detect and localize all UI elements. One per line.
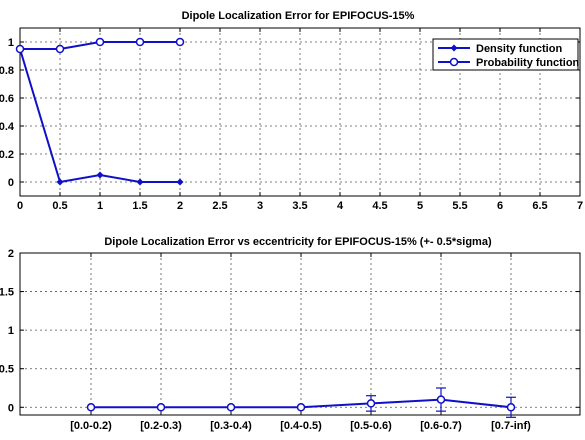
x-tick-label: 0 [17, 200, 23, 212]
x-tick-label: 5 [417, 200, 423, 212]
x-tick-label: [0.5-0.6) [350, 420, 392, 432]
x-tick-label: 1 [97, 200, 103, 212]
chart-title: Dipole Localization Error vs eccentricit… [104, 236, 492, 248]
data-point-probability [135, 37, 145, 47]
legend-label-density: Density function [476, 43, 562, 55]
data-point [366, 399, 376, 408]
data-point-probability [95, 37, 105, 47]
x-tick-label: [0.3-0.4) [210, 420, 252, 432]
chart-title: Dipole Localization Error for EPIFOCUS-1… [182, 10, 415, 22]
data-point [436, 395, 446, 404]
x-tick-label: 7 [577, 200, 583, 212]
data-point [296, 403, 306, 412]
x-tick-label: [0.2-0.3) [140, 420, 182, 432]
data-point-density [96, 171, 104, 179]
chart-top: Dipole Localization Error for EPIFOCUS-1… [0, 10, 583, 212]
data-point-density [56, 178, 64, 186]
x-tick-label: 3 [257, 200, 263, 212]
y-tick-label: 1 [8, 37, 14, 49]
y-tick-label: 0.5 [0, 364, 14, 376]
data-point-density [136, 178, 144, 186]
data-point-density [176, 178, 184, 186]
x-tick-label: [0.4-0.5) [280, 420, 322, 432]
legend-label-probability: Probability function [476, 57, 580, 69]
y-tick-label: 0.4 [0, 121, 15, 133]
plot-frame [19, 252, 581, 416]
data-point [86, 403, 96, 412]
x-tick-label: 4 [337, 200, 344, 212]
x-tick-label: [0.7-inf) [491, 420, 531, 432]
chart-bottom: Dipole Localization Error vs eccentricit… [0, 236, 581, 432]
x-tick-label: 5.5 [452, 200, 467, 212]
x-tick-label: 6.5 [532, 200, 547, 212]
plot-area [20, 253, 580, 415]
x-tick-label: [0.6-0.7) [420, 420, 462, 432]
y-tick-label: 0.2 [0, 149, 14, 161]
legend-marker-diamond [450, 44, 458, 52]
x-tick-label: 4.5 [372, 200, 387, 212]
y-tick-label: 2 [8, 248, 14, 260]
x-tick-label: 0.5 [52, 200, 67, 212]
y-tick-label: 0 [8, 177, 14, 189]
y-tick-label: 0.6 [0, 93, 14, 105]
y-tick-label: 0 [8, 402, 14, 414]
data-point-probability [15, 44, 25, 54]
legend-marker-circle [449, 57, 459, 67]
x-tick-label: [0.0-0.2) [70, 420, 112, 432]
x-tick-label: 2.5 [212, 200, 227, 212]
y-tick-label: 1 [8, 325, 14, 337]
data-point [156, 403, 166, 412]
x-tick-label: 3.5 [292, 200, 307, 212]
y-tick-label: 0.8 [0, 65, 14, 77]
x-tick-label: 1.5 [132, 200, 147, 212]
data-point-probability [55, 44, 65, 54]
y-tick-label: 1.5 [0, 287, 14, 299]
data-point-probability [175, 37, 185, 47]
plot-frame [19, 27, 581, 197]
x-tick-label: 2 [177, 200, 183, 212]
data-point [226, 403, 236, 412]
x-tick-label: 6 [497, 200, 503, 212]
legend: Density function Probability function [432, 38, 580, 71]
data-point [506, 403, 516, 412]
